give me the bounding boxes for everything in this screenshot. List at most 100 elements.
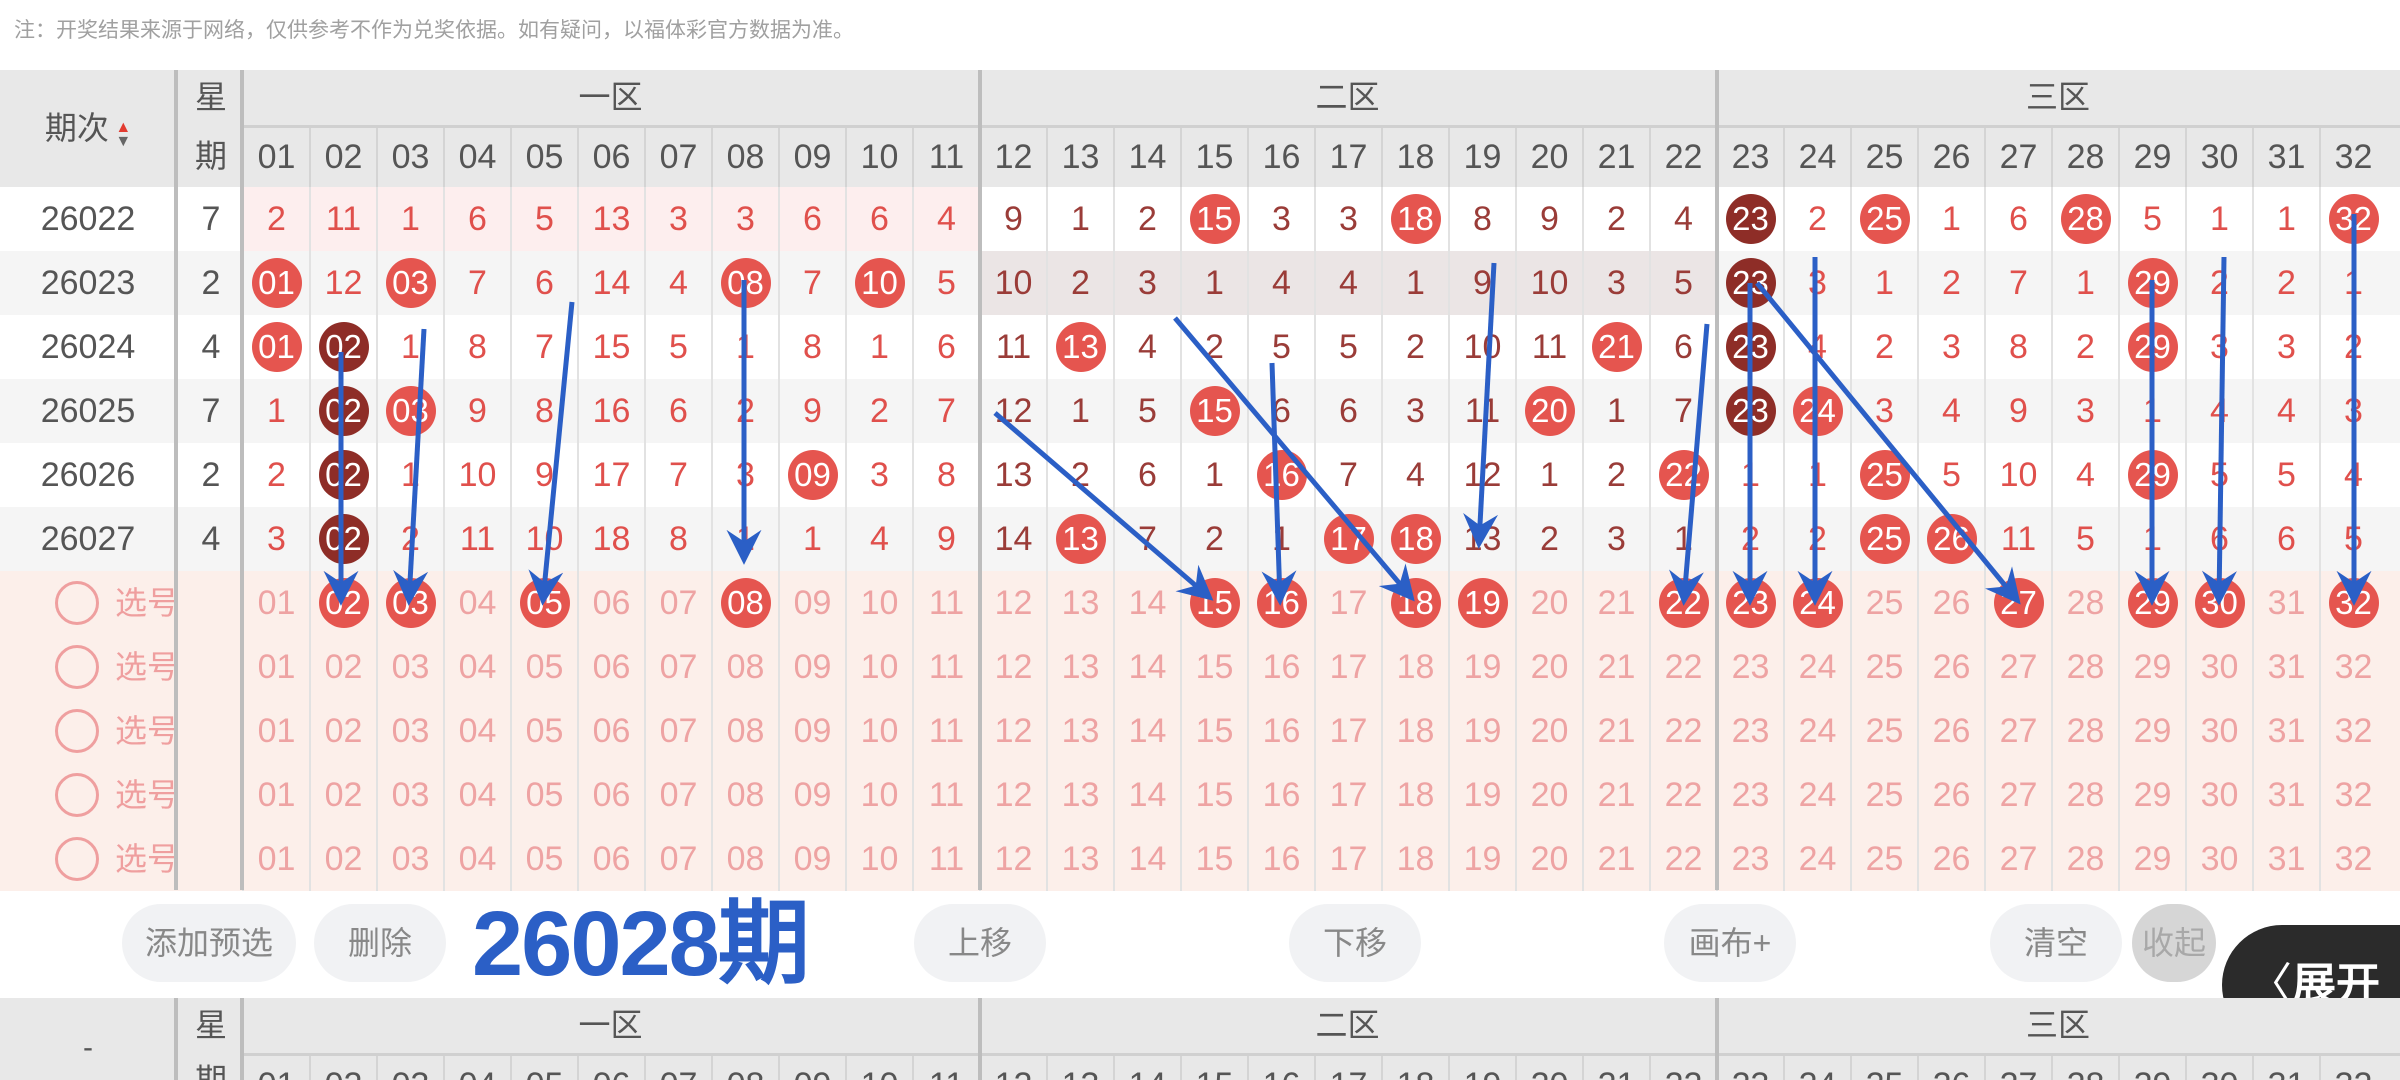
selectable-number[interactable]: 28 — [2051, 763, 2118, 827]
selectable-number[interactable]: 10 — [845, 763, 912, 827]
selectable-number[interactable]: 32 — [2319, 827, 2386, 891]
selectable-number[interactable]: 17 — [1314, 827, 1381, 891]
selectable-number[interactable]: 22 — [1649, 635, 1716, 699]
selectable-number[interactable]: 04 — [443, 827, 510, 891]
selectable-number[interactable]: 08 — [711, 571, 778, 635]
selectable-number[interactable]: 12 — [979, 827, 1046, 891]
selectable-number[interactable]: 05 — [510, 827, 577, 891]
selectable-number[interactable]: 32 — [2319, 699, 2386, 763]
selected-number-ball[interactable]: 29 — [2127, 578, 2178, 629]
selectable-number[interactable]: 28 — [2051, 635, 2118, 699]
select-label[interactable]: 选号 — [115, 649, 180, 685]
selectable-number[interactable]: 07 — [644, 827, 711, 891]
selectable-number[interactable]: 32 — [2319, 635, 2386, 699]
add-preselect-button[interactable]: 添加预选 — [122, 904, 296, 982]
selectable-number[interactable]: 15 — [1180, 827, 1247, 891]
selectable-number[interactable]: 09 — [778, 571, 845, 635]
selectable-number[interactable]: 17 — [1314, 571, 1381, 635]
selected-number-ball[interactable]: 18 — [1390, 578, 1441, 629]
selectable-number[interactable]: 17 — [1314, 763, 1381, 827]
select-radio[interactable] — [55, 645, 99, 689]
selectable-number[interactable]: 32 — [2319, 571, 2386, 635]
selectable-number[interactable]: 23 — [1716, 699, 1783, 763]
selectable-number[interactable]: 19 — [1448, 699, 1515, 763]
canvas-add-button[interactable]: 画布+ — [1664, 904, 1796, 982]
selectable-number[interactable]: 18 — [1381, 635, 1448, 699]
selectable-number[interactable]: 26 — [1917, 571, 1984, 635]
selectable-number[interactable]: 11 — [912, 635, 979, 699]
selected-number-ball[interactable]: 22 — [1658, 578, 1709, 629]
selectable-number[interactable]: 22 — [1649, 763, 1716, 827]
selectable-number[interactable]: 05 — [510, 763, 577, 827]
selectable-number[interactable]: 14 — [1113, 827, 1180, 891]
selectable-number[interactable]: 16 — [1247, 763, 1314, 827]
selectable-number[interactable]: 13 — [1046, 571, 1113, 635]
selectable-number[interactable]: 26 — [1917, 635, 1984, 699]
selectable-number[interactable]: 08 — [711, 763, 778, 827]
selectable-number[interactable]: 06 — [577, 827, 644, 891]
selected-number-ball[interactable]: 15 — [1189, 578, 1240, 629]
selectable-number[interactable]: 20 — [1515, 699, 1582, 763]
selectable-number[interactable]: 20 — [1515, 827, 1582, 891]
selectable-number[interactable]: 19 — [1448, 763, 1515, 827]
selectable-number[interactable]: 03 — [376, 763, 443, 827]
selectable-number[interactable]: 27 — [1984, 827, 2051, 891]
selectable-number[interactable]: 03 — [376, 699, 443, 763]
selectable-number[interactable]: 02 — [309, 699, 376, 763]
selectable-number[interactable]: 20 — [1515, 571, 1582, 635]
selected-number-ball[interactable]: 30 — [2194, 578, 2245, 629]
selectable-number[interactable]: 28 — [2051, 827, 2118, 891]
selectable-number[interactable]: 28 — [2051, 699, 2118, 763]
selectable-number[interactable]: 25 — [1850, 571, 1917, 635]
selectable-number[interactable]: 02 — [309, 827, 376, 891]
selectable-number[interactable]: 01 — [242, 635, 309, 699]
selectable-number[interactable]: 07 — [644, 571, 711, 635]
selectable-number[interactable]: 07 — [644, 763, 711, 827]
selected-number-ball[interactable]: 02 — [318, 578, 369, 629]
selectable-number[interactable]: 21 — [1582, 571, 1649, 635]
selectable-number[interactable]: 01 — [242, 827, 309, 891]
selectable-number[interactable]: 05 — [510, 635, 577, 699]
selectable-number[interactable]: 13 — [1046, 635, 1113, 699]
selectable-number[interactable]: 08 — [711, 635, 778, 699]
selectable-number[interactable]: 15 — [1180, 571, 1247, 635]
selectable-number[interactable]: 27 — [1984, 635, 2051, 699]
selectable-number[interactable]: 11 — [912, 571, 979, 635]
selectable-number[interactable]: 24 — [1783, 763, 1850, 827]
selectable-number[interactable]: 30 — [2185, 827, 2252, 891]
selectable-number[interactable]: 17 — [1314, 699, 1381, 763]
selectable-number[interactable]: 03 — [376, 571, 443, 635]
selectable-number[interactable]: 21 — [1582, 827, 1649, 891]
selectable-number[interactable]: 25 — [1850, 699, 1917, 763]
selectable-number[interactable]: 04 — [443, 763, 510, 827]
selectable-number[interactable]: 11 — [912, 763, 979, 827]
selectable-number[interactable]: 26 — [1917, 763, 1984, 827]
selectable-number[interactable]: 23 — [1716, 763, 1783, 827]
selectable-number[interactable]: 25 — [1850, 763, 1917, 827]
selectable-number[interactable]: 27 — [1984, 763, 2051, 827]
selectable-number[interactable]: 24 — [1783, 699, 1850, 763]
selectable-number[interactable]: 08 — [711, 827, 778, 891]
selectable-number[interactable]: 16 — [1247, 571, 1314, 635]
selectable-number[interactable]: 29 — [2118, 571, 2185, 635]
selectable-number[interactable]: 08 — [711, 699, 778, 763]
selected-number-ball[interactable]: 23 — [1725, 578, 1776, 629]
selected-number-ball[interactable]: 32 — [2328, 578, 2379, 629]
selectable-number[interactable]: 06 — [577, 571, 644, 635]
selectable-number[interactable]: 30 — [2185, 699, 2252, 763]
selectable-number[interactable]: 25 — [1850, 827, 1917, 891]
selected-number-ball[interactable]: 03 — [385, 578, 436, 629]
select-radio[interactable] — [55, 581, 99, 625]
selectable-number[interactable]: 09 — [778, 635, 845, 699]
selectable-number[interactable]: 11 — [912, 699, 979, 763]
selectable-number[interactable]: 22 — [1649, 571, 1716, 635]
selectable-number[interactable]: 03 — [376, 827, 443, 891]
selectable-number[interactable]: 11 — [912, 827, 979, 891]
select-radio[interactable] — [55, 773, 99, 817]
selectable-number[interactable]: 02 — [309, 571, 376, 635]
selectable-number[interactable]: 26 — [1917, 699, 1984, 763]
selectable-number[interactable]: 18 — [1381, 827, 1448, 891]
selectable-number[interactable]: 07 — [644, 699, 711, 763]
selectable-number[interactable]: 10 — [845, 699, 912, 763]
selectable-number[interactable]: 27 — [1984, 699, 2051, 763]
